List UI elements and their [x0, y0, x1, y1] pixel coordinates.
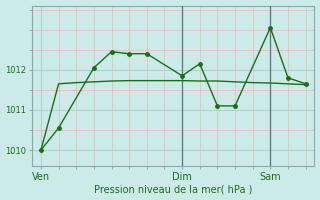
X-axis label: Pression niveau de la mer( hPa ): Pression niveau de la mer( hPa ): [94, 184, 252, 194]
